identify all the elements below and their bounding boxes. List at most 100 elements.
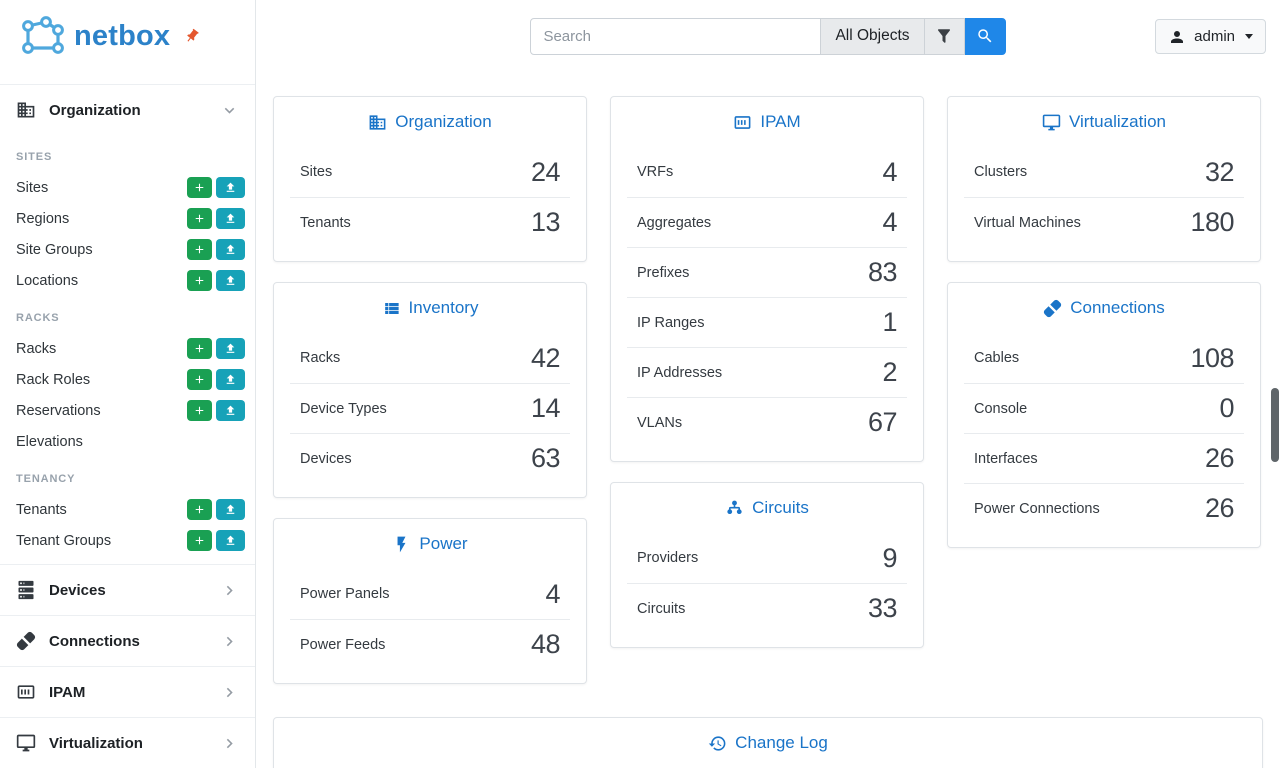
add-button[interactable] bbox=[187, 499, 212, 520]
sidebar-item-elevations[interactable]: Elevations bbox=[16, 433, 83, 450]
sidebar-heading-sites: SITES bbox=[16, 151, 53, 163]
import-button[interactable] bbox=[216, 338, 245, 359]
cable-icon bbox=[1043, 299, 1062, 318]
upload-icon bbox=[224, 534, 237, 547]
sidebar-group-devices[interactable]: Devices bbox=[0, 564, 255, 615]
stat-row-providers[interactable]: Providers 9 bbox=[637, 542, 897, 573]
stat-row-console[interactable]: Console 0 bbox=[964, 383, 1244, 433]
sidebar-group-connections[interactable]: Connections bbox=[0, 615, 255, 666]
import-button[interactable] bbox=[216, 369, 245, 390]
organization-card: Organization Sites 24 Tenants 13 bbox=[273, 96, 587, 262]
brand-wordmark[interactable]: netbox bbox=[74, 19, 171, 52]
building-icon bbox=[368, 113, 387, 132]
stat-row-vrfs[interactable]: VRFs 4 bbox=[637, 156, 897, 187]
card-title-virtualization: Virtualization bbox=[948, 97, 1260, 147]
import-button[interactable] bbox=[216, 208, 245, 229]
add-button[interactable] bbox=[187, 369, 212, 390]
sidebar-heading-tenancy: TENANCY bbox=[16, 473, 76, 485]
import-button[interactable] bbox=[216, 400, 245, 421]
plus-icon bbox=[193, 404, 206, 417]
add-button[interactable] bbox=[187, 530, 212, 551]
power-card: Power Power Panels 4 Power Feeds 48 bbox=[273, 518, 587, 684]
add-button[interactable] bbox=[187, 177, 212, 198]
plus-icon bbox=[193, 243, 206, 256]
stat-row-ip-addresses[interactable]: IP Addresses 2 bbox=[627, 347, 907, 397]
search-input[interactable] bbox=[530, 17, 822, 55]
sidebar-item-rack-roles[interactable]: Rack Roles bbox=[0, 364, 255, 395]
sidebar: netbox Organization SITES Sites Regions … bbox=[0, 0, 256, 768]
transit-icon bbox=[725, 499, 744, 518]
sidebar-item-tenant-groups[interactable]: Tenant Groups bbox=[0, 525, 255, 556]
stat-row-ip-ranges[interactable]: IP Ranges 1 bbox=[627, 297, 907, 347]
upload-icon bbox=[224, 181, 237, 194]
stat-row-clusters[interactable]: Clusters 32 bbox=[974, 156, 1235, 187]
chevron-right-icon bbox=[220, 632, 239, 651]
stat-row-prefixes[interactable]: Prefixes 83 bbox=[627, 247, 907, 297]
card-title-power: Power bbox=[274, 519, 586, 569]
plus-icon bbox=[193, 373, 206, 386]
search-scope-button[interactable]: All Objects bbox=[820, 17, 925, 55]
stat-row-sites[interactable]: Sites 24 bbox=[300, 156, 561, 187]
netbox-logo-icon[interactable] bbox=[16, 14, 68, 58]
stat-row-tenants[interactable]: Tenants 13 bbox=[290, 197, 570, 247]
card-title-changelog: Change Log bbox=[274, 718, 1262, 768]
stat-row-cables[interactable]: Cables 108 bbox=[974, 342, 1234, 373]
add-button[interactable] bbox=[187, 208, 212, 229]
sidebar-item-regions[interactable]: Regions bbox=[0, 203, 255, 234]
stat-row-power-panels[interactable]: Power Panels 4 bbox=[300, 578, 560, 609]
stat-row-aggregates[interactable]: Aggregates 4 bbox=[627, 197, 907, 247]
logo-row: netbox bbox=[0, 0, 255, 68]
user-menu-button[interactable]: admin bbox=[1155, 19, 1266, 54]
filter-icon bbox=[935, 27, 953, 45]
plus-icon bbox=[193, 274, 206, 287]
monitor-icon bbox=[16, 733, 36, 753]
import-button[interactable] bbox=[216, 177, 245, 198]
chevron-right-icon bbox=[220, 581, 239, 600]
virtualization-card: Virtualization Clusters 32 Virtual Machi… bbox=[947, 96, 1261, 262]
stat-row-virtual-machines[interactable]: Virtual Machines 180 bbox=[964, 197, 1244, 247]
stat-row-circuits[interactable]: Circuits 33 bbox=[627, 583, 907, 633]
upload-icon bbox=[224, 274, 237, 287]
sidebar-item-site-groups[interactable]: Site Groups bbox=[0, 234, 255, 265]
stat-row-vlans[interactable]: VLANs 67 bbox=[627, 397, 907, 447]
stat-row-power-feeds[interactable]: Power Feeds 48 bbox=[290, 619, 570, 669]
connections-card: Connections Cables 108 Console 0 Interfa… bbox=[947, 282, 1261, 548]
stat-row-devices[interactable]: Devices 63 bbox=[290, 433, 570, 483]
chevron-down-icon bbox=[220, 101, 239, 120]
cable-icon bbox=[16, 631, 36, 651]
import-button[interactable] bbox=[216, 499, 245, 520]
filter-button[interactable] bbox=[923, 17, 965, 55]
stat-row-interfaces[interactable]: Interfaces 26 bbox=[964, 433, 1244, 483]
sidebar-item-sites[interactable]: Sites bbox=[0, 172, 255, 203]
add-button[interactable] bbox=[187, 270, 212, 291]
circuits-card: Circuits Providers 9 Circuits 33 bbox=[610, 482, 924, 648]
sidebar-item-reservations[interactable]: Reservations bbox=[0, 395, 255, 426]
scrollbar-thumb[interactable] bbox=[1271, 388, 1279, 462]
sidebar-group-ipam[interactable]: IPAM bbox=[0, 666, 255, 717]
import-button[interactable] bbox=[216, 239, 245, 260]
sidebar-pin-button[interactable] bbox=[184, 28, 200, 44]
add-button[interactable] bbox=[187, 338, 212, 359]
ipam-card: IPAM VRFs 4 Aggregates 4 Prefixes bbox=[610, 96, 924, 462]
user-icon bbox=[1168, 28, 1186, 46]
add-button[interactable] bbox=[187, 400, 212, 421]
add-button[interactable] bbox=[187, 239, 212, 260]
card-title-circuits: Circuits bbox=[611, 483, 923, 533]
stat-row-racks[interactable]: Racks 42 bbox=[300, 342, 561, 373]
import-button[interactable] bbox=[216, 270, 245, 291]
card-title-connections: Connections bbox=[948, 283, 1260, 333]
sidebar-group-virtualization[interactable]: Virtualization bbox=[0, 717, 255, 768]
sidebar-group-organization[interactable]: Organization bbox=[0, 84, 255, 135]
import-button[interactable] bbox=[216, 530, 245, 551]
server-icon bbox=[16, 580, 36, 600]
sidebar-item-racks[interactable]: Racks bbox=[0, 333, 255, 364]
stat-row-device-types[interactable]: Device Types 14 bbox=[290, 383, 570, 433]
caret-down-icon bbox=[1245, 34, 1253, 39]
search-submit-button[interactable] bbox=[964, 17, 1006, 55]
upload-icon bbox=[224, 404, 237, 417]
sidebar-item-tenants[interactable]: Tenants bbox=[0, 494, 255, 525]
changelog-card: Change Log bbox=[273, 717, 1263, 768]
sidebar-item-locations[interactable]: Locations bbox=[0, 265, 255, 296]
plus-icon bbox=[193, 503, 206, 516]
stat-row-power-connections[interactable]: Power Connections 26 bbox=[964, 483, 1244, 533]
